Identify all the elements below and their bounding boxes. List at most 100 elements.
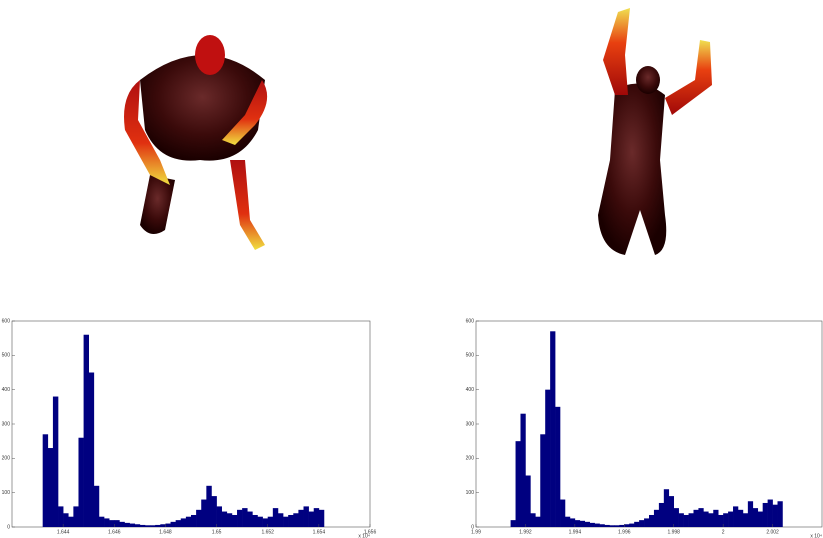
plot-frame <box>12 321 370 527</box>
histogram-bar <box>150 525 155 527</box>
histogram-bar <box>304 506 309 527</box>
histogram-bar <box>733 506 738 527</box>
histogram-bar <box>590 523 595 527</box>
histogram-bar <box>217 506 222 527</box>
histogram-bar <box>196 510 201 527</box>
histogram-bar <box>104 518 109 527</box>
histogram-bar <box>748 501 753 527</box>
histogram-bar <box>191 515 196 527</box>
histogram-bar <box>753 508 758 527</box>
histogram-bar <box>130 524 135 527</box>
histogram-bar <box>708 513 713 527</box>
y-tick-label: 400 <box>466 387 475 393</box>
histogram-bar <box>560 500 565 527</box>
histogram-bar <box>629 524 634 527</box>
histogram-bar <box>718 515 723 527</box>
histogram-bar <box>614 525 619 527</box>
histogram-bar <box>540 434 545 527</box>
histogram-bar <box>319 510 324 527</box>
histogram-bar <box>314 508 319 527</box>
histogram-bar <box>237 510 242 527</box>
histogram-bar <box>73 506 78 527</box>
x-tick-label: 1.998 <box>667 529 680 535</box>
y-tick-label: 500 <box>466 353 475 359</box>
y-tick-label: 200 <box>2 456 11 462</box>
y-tick-label: 300 <box>466 421 475 427</box>
histogram-bar <box>268 517 273 527</box>
histogram-bar <box>114 520 119 527</box>
x-tick-label: 1.644 <box>57 529 70 535</box>
histogram-bar <box>600 524 605 527</box>
histogram-bar <box>674 508 679 527</box>
page: 0 100 200 300 400 500 600 1.644 1.646 1.648 1.65 1.… <box>0 0 823 538</box>
histogram-bar <box>728 512 733 527</box>
histogram-bar <box>570 518 575 527</box>
y-tick-label: 400 <box>2 387 11 393</box>
histogram-bar <box>723 513 728 527</box>
y-tick-label: 600 <box>2 318 11 324</box>
histogram-bar <box>263 518 268 527</box>
histogram-bar <box>664 489 669 527</box>
histogram-bar <box>595 524 600 527</box>
histogram-bar <box>278 513 283 527</box>
histogram-bar <box>575 520 580 527</box>
histogram-bar <box>738 510 743 527</box>
x-tick-label: 1.996 <box>618 529 631 535</box>
histogram-bar <box>535 517 540 527</box>
x-tick-label: 1.65 <box>212 529 222 535</box>
histogram-bar <box>232 515 237 527</box>
histogram-bar <box>247 512 252 527</box>
figure-raised-arms <box>598 8 712 255</box>
histogram-bar <box>181 518 186 527</box>
histogram-bar <box>63 513 68 527</box>
histogram-bar <box>99 517 104 527</box>
histogram-bar <box>619 525 624 527</box>
histogram-bar <box>43 434 48 527</box>
histogram-bar <box>778 501 783 527</box>
histogram-bar <box>758 512 763 527</box>
histogram-bar <box>309 512 314 527</box>
y-tick-label: 0 <box>7 524 10 530</box>
histogram-bar <box>634 522 639 527</box>
histogram-bar <box>530 513 535 527</box>
histogram-bar <box>273 508 278 527</box>
x-tick-label: 1.646 <box>108 529 121 535</box>
histogram-bar <box>580 521 585 527</box>
x-tick-label: 1.654 <box>313 529 326 535</box>
histogram-bar <box>135 524 140 527</box>
histogram-bar <box>211 496 216 527</box>
y-tick-label: 100 <box>466 490 475 496</box>
histogram-bar <box>693 510 698 527</box>
histogram-bar <box>684 515 689 527</box>
histogram-bar <box>689 513 694 527</box>
x-multiplier: x 10⁴ <box>358 533 370 538</box>
histogram-bar <box>155 525 160 527</box>
histogram-bar <box>669 496 674 527</box>
histogram-bar <box>227 513 232 527</box>
histogram-bar <box>679 513 684 527</box>
histogram-bar <box>768 500 773 527</box>
histogram-bar <box>520 414 525 527</box>
histogram-bar <box>585 522 590 527</box>
histogram-bar <box>176 520 181 527</box>
histogram-bar <box>84 335 89 527</box>
histogram-bar <box>160 524 165 527</box>
x-tick-label: 1.648 <box>159 529 172 535</box>
histogram-bar <box>545 390 550 527</box>
histogram-bar <box>288 515 293 527</box>
histogram-bar <box>713 510 718 527</box>
histogram-bar <box>605 525 610 527</box>
x-tick-label: 1.652 <box>261 529 274 535</box>
histogram-bar <box>659 503 664 527</box>
figure: 0 100 200 300 400 500 600 1.644 1.646 1.648 1.65 1.… <box>0 0 823 538</box>
histogram-bar <box>565 517 570 527</box>
histogram-bar <box>109 520 114 527</box>
y-tick-label: 200 <box>466 456 475 462</box>
histogram-bar <box>119 522 124 527</box>
histogram-bar <box>525 476 530 528</box>
histogram-bar <box>763 503 768 527</box>
x-tick-label: 2 <box>722 529 725 535</box>
x-tick-label: 1.994 <box>569 529 582 535</box>
y-tick-label: 500 <box>2 353 11 359</box>
histogram-bar <box>252 515 257 527</box>
